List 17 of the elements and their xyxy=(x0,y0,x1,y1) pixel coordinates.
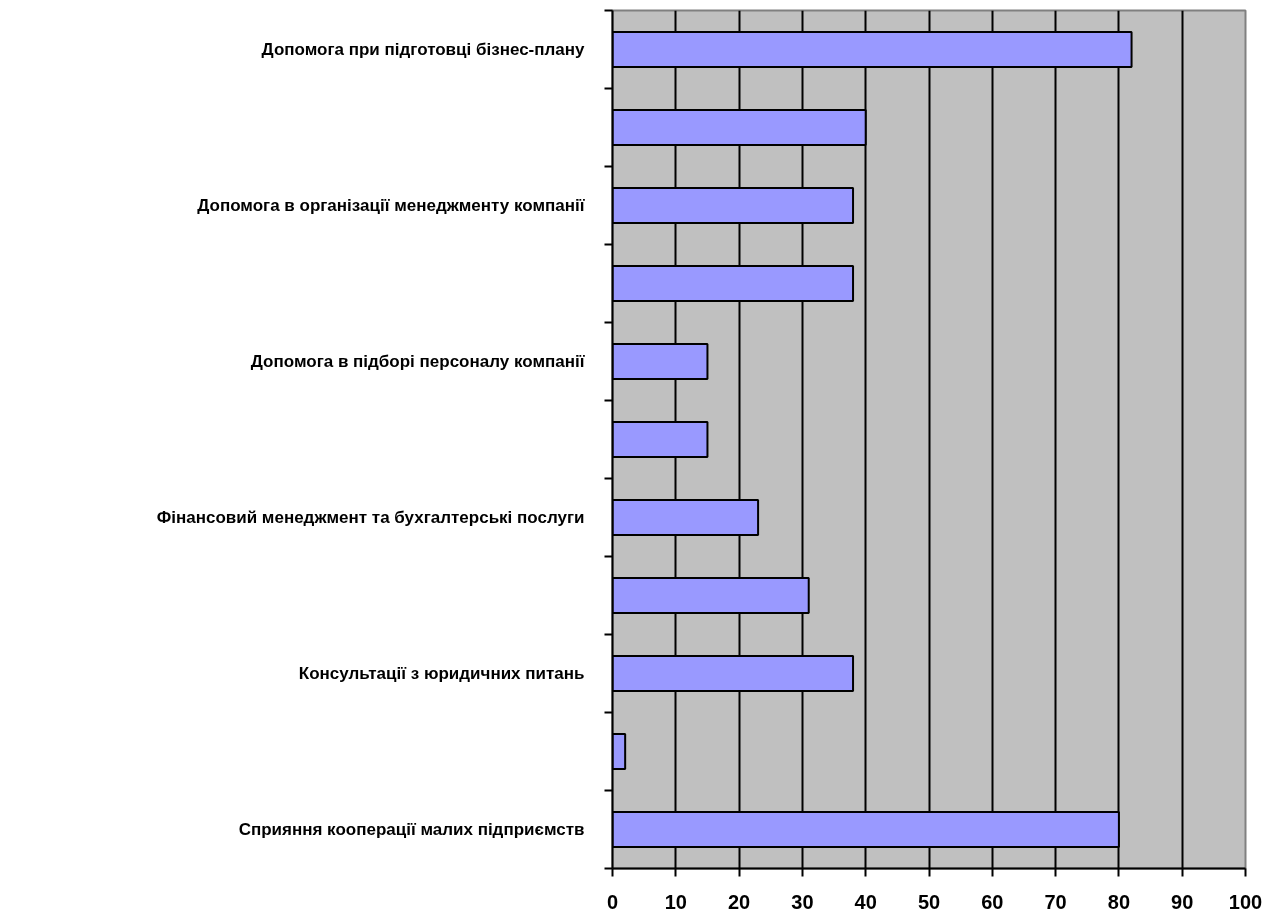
y-tick-label: Допомога в підборі персоналу компанії xyxy=(250,352,586,371)
x-tick-label: 20 xyxy=(727,890,751,913)
y-tick-label: Фінансовий менеджмент та бухгалтерські послуги xyxy=(156,508,585,527)
y-tick-label: Допомога при підготовці бізнес-плану xyxy=(261,40,586,59)
x-tick-label: 80 xyxy=(1107,890,1131,913)
x-tick-label: 10 xyxy=(664,890,687,913)
x-tick-label: 100 xyxy=(1228,890,1263,913)
x-tick-label: 40 xyxy=(854,890,877,913)
x-tick-label: 90 xyxy=(1171,890,1194,913)
x-tick-label: 70 xyxy=(1044,890,1067,913)
y-tick-label: Сприяння кооперації малих підприємств xyxy=(238,820,585,839)
x-tick-label: 30 xyxy=(791,890,814,913)
x-tick-label: 0 xyxy=(606,890,619,913)
y-tick-label: Консультації з юридичних питань xyxy=(298,664,585,683)
x-tick-label: 50 xyxy=(917,890,941,913)
x-tick-label: 60 xyxy=(981,890,1004,913)
y-tick-label: Допомога в організації менеджменту компанії xyxy=(197,196,586,215)
